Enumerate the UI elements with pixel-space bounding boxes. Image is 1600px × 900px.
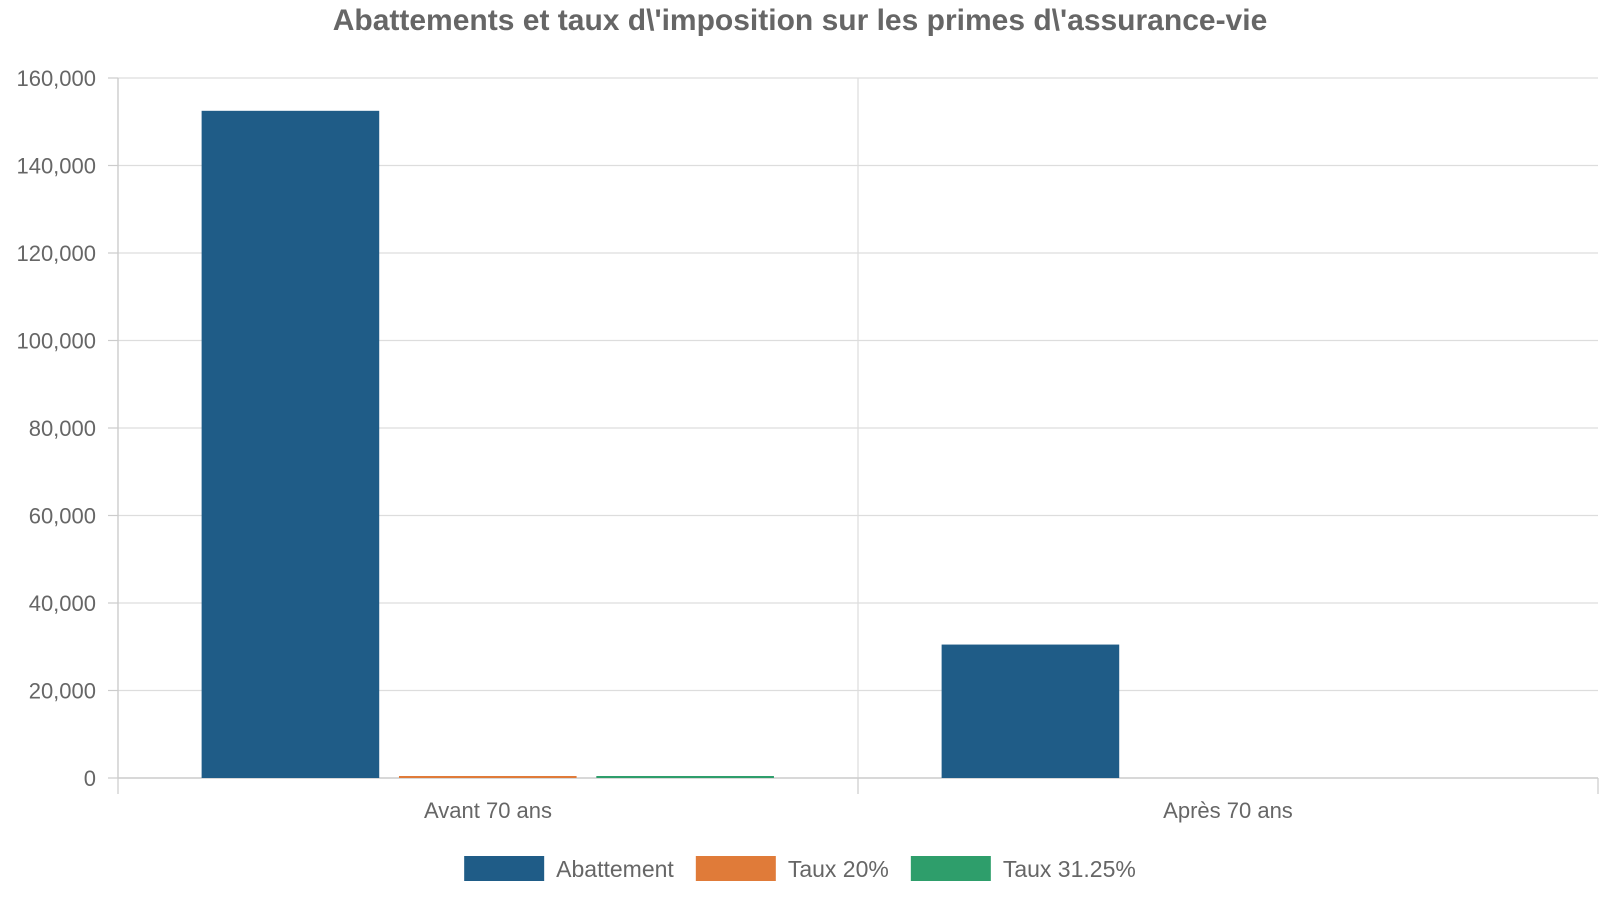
y-tick-label: 20,000: [29, 679, 96, 704]
legend-label-taux-31-25-: Taux 31.25%: [1003, 856, 1136, 882]
bar-taux-20-: [398, 776, 577, 778]
legend-swatch-taux-31-25-: [910, 856, 991, 881]
chart-title: Abattements et taux d\'imposition sur le…: [333, 4, 1268, 37]
legend-swatch-taux-20-: [695, 856, 776, 881]
bar-abattement: [941, 644, 1120, 778]
legend-label-abattement: Abattement: [556, 856, 674, 882]
legend: Abattement Taux 20% Taux 31.25%: [464, 856, 1136, 882]
y-tick-label: 120,000: [16, 241, 96, 266]
y-tick-label: 160,000: [16, 66, 96, 91]
y-tick-label: 100,000: [16, 329, 96, 354]
tick-labels: 0 20,000 40,000 60,000 80,000 100,000 120,000 1…: [16, 66, 1292, 823]
y-tick-label: 80,000: [29, 416, 96, 441]
bar-abattement: [201, 110, 380, 778]
legend-swatch-abattement: [464, 856, 545, 881]
y-tick-label: 0: [84, 766, 96, 791]
x-tick-label: Après 70 ans: [1163, 798, 1293, 823]
y-tick-label: 140,000: [16, 154, 96, 179]
legend-label-taux-20-: Taux 20%: [788, 856, 889, 882]
bars: [201, 110, 1120, 778]
y-tick-label: 60,000: [29, 504, 96, 529]
bar-taux-31-25-: [596, 776, 774, 778]
x-tick-label: Avant 70 ans: [424, 798, 552, 823]
y-tick-label: 40,000: [29, 591, 96, 616]
